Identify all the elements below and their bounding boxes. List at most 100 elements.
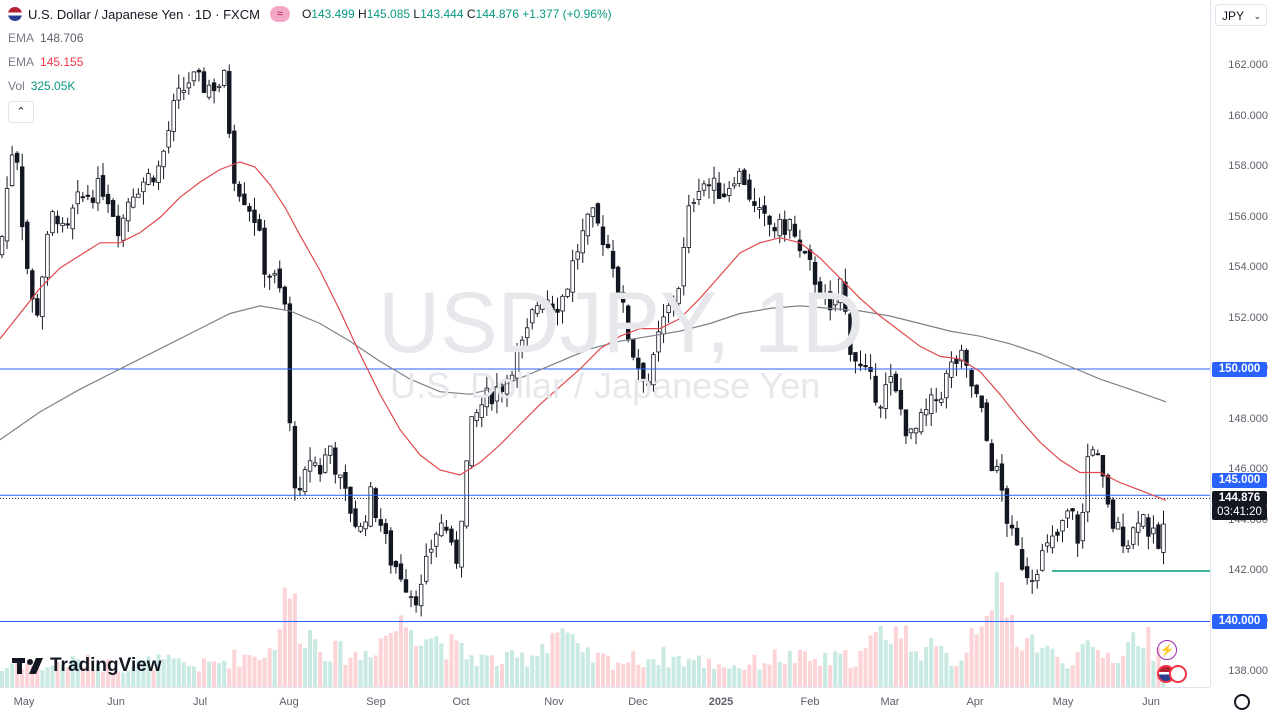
volume-bar [378, 638, 383, 687]
candle-up [514, 347, 520, 379]
volume-bar [898, 638, 903, 687]
volume-bar [777, 661, 782, 687]
volume-bar [616, 662, 621, 687]
volume-bar [1141, 647, 1146, 687]
volume-bar [136, 660, 141, 687]
price-tick: 138.000 [1228, 665, 1268, 677]
candle-down [828, 291, 833, 311]
candle-up [131, 196, 136, 208]
candle-down [721, 193, 727, 198]
lightning-icon[interactable]: ⚡ [1157, 640, 1177, 660]
time-axis[interactable]: May Jun Jul Aug Sep Oct Nov Dec 2025 Feb Mar Apr May… [0, 687, 1210, 716]
candle-down [403, 579, 409, 593]
candle-down [742, 169, 747, 186]
volume-bar [45, 667, 50, 687]
candle-up [939, 398, 944, 403]
candle-up [418, 583, 424, 607]
volume-bar [151, 670, 156, 687]
candle-down [35, 298, 40, 316]
volume-bar [191, 666, 196, 687]
volume-bar [903, 625, 908, 687]
symbol-title[interactable]: U.S. Dollar / Japanese Yen · 1D · FXCM [28, 6, 260, 22]
volume-bar [1131, 632, 1136, 687]
candle-down [853, 352, 858, 362]
volume-bar [80, 666, 85, 687]
volume-bar [343, 665, 348, 687]
events-flags-icon[interactable] [1157, 665, 1191, 685]
candle-down [413, 596, 419, 606]
candle-down [1004, 488, 1010, 524]
volume-bar [515, 657, 520, 687]
candle-down [858, 363, 863, 367]
candle-down [873, 375, 878, 403]
candle-up [484, 387, 489, 408]
candle-up [944, 372, 949, 399]
candle-up [75, 191, 80, 205]
price-tick: 148.000 [1228, 412, 1268, 425]
volume-bar [202, 658, 206, 687]
volume-bar [757, 669, 762, 687]
candle-up [1065, 510, 1070, 519]
volume-bar [969, 628, 974, 687]
ema-fast-line [0, 161, 1167, 501]
symbol-legend: U.S. Dollar / Japanese Yen · 1D · FXCM ≈… [8, 6, 612, 22]
candle-down [65, 223, 70, 226]
chart-settings-gear-icon[interactable] [1234, 694, 1250, 710]
volume-bar [999, 582, 1004, 687]
volume-bar [570, 634, 575, 687]
volume-bar [287, 598, 292, 687]
price-label-145: 145.000 [1212, 473, 1267, 488]
tradingview-logo-text: TradingView [50, 655, 162, 676]
candle-down [90, 197, 96, 203]
time-tick: Nov [544, 696, 564, 708]
volume-legend[interactable]: Vol 325.05K [8, 79, 76, 93]
volume-bar [686, 658, 691, 687]
candle-up [1085, 456, 1090, 513]
candle-down [984, 402, 989, 441]
tradingview-logo[interactable]: TradingView [12, 655, 162, 677]
volume-bar [1075, 652, 1080, 687]
volume-bar [555, 632, 560, 687]
volume-bar [101, 672, 105, 687]
candle-up [994, 466, 1000, 471]
candle-down [348, 486, 353, 514]
candle-down [85, 194, 91, 197]
volume-bar [853, 666, 858, 687]
volume-bar [767, 664, 772, 687]
price-chart[interactable] [0, 0, 1210, 687]
volume-bar [550, 633, 555, 687]
volume-bar [464, 659, 469, 687]
volume-bar [196, 671, 201, 687]
candle-up [671, 299, 676, 305]
collapse-legend-button[interactable]: ⌃ [8, 101, 34, 123]
candle-up [575, 251, 580, 260]
volume-bar [964, 652, 969, 687]
volume-bar [1065, 668, 1070, 687]
volume-bar [161, 659, 166, 687]
volume-bar [393, 631, 398, 687]
volume-bar [934, 646, 939, 687]
economic-events-icon[interactable]: ≈ [269, 6, 290, 22]
candle-down [267, 275, 272, 278]
bar-countdown-label: 03:41:20 [1212, 505, 1267, 520]
chart-area[interactable]: USDJPY, 1D U.S. Dollar / Japanese Yen U.… [0, 0, 1210, 687]
candle-down [105, 193, 111, 205]
ema-slow-legend[interactable]: EMA 148.706 [8, 31, 84, 45]
volume-bar [499, 664, 504, 687]
candle-down [863, 365, 868, 368]
volume-bar [156, 654, 161, 687]
volume-bar [722, 667, 727, 687]
volume-bar [929, 638, 934, 687]
candle-up [530, 309, 535, 324]
volume-bar [802, 651, 807, 687]
ema-fast-legend[interactable]: EMA 145.155 [8, 55, 84, 69]
volume-bar [671, 656, 676, 687]
candle-up [696, 191, 702, 200]
volume-bar [848, 667, 853, 687]
candle-up [883, 384, 888, 409]
price-axis[interactable]: JPY ⌄ 162.000 160.000 158.000 156.000 154.00… [1210, 0, 1275, 687]
volume-bar [424, 639, 429, 687]
volume-bar [1111, 662, 1115, 687]
currency-button[interactable]: JPY ⌄ [1215, 4, 1267, 26]
candle-up [1040, 550, 1045, 571]
